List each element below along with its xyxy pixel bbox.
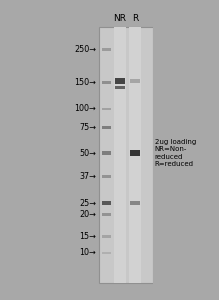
FancyBboxPatch shape	[115, 79, 125, 84]
FancyBboxPatch shape	[102, 126, 111, 129]
Text: 37→: 37→	[79, 172, 96, 181]
FancyBboxPatch shape	[130, 150, 140, 156]
FancyBboxPatch shape	[102, 48, 111, 51]
FancyBboxPatch shape	[102, 235, 111, 238]
Text: 250→: 250→	[74, 45, 96, 54]
Text: 15→: 15→	[79, 232, 96, 241]
Text: 25→: 25→	[79, 199, 96, 208]
FancyBboxPatch shape	[130, 201, 140, 205]
Text: 20→: 20→	[79, 210, 96, 219]
Text: 150→: 150→	[74, 78, 96, 87]
FancyBboxPatch shape	[102, 252, 111, 254]
FancyBboxPatch shape	[102, 151, 111, 155]
FancyBboxPatch shape	[115, 85, 125, 89]
Text: 75→: 75→	[79, 123, 96, 132]
Text: R: R	[132, 14, 138, 23]
Text: 10→: 10→	[80, 248, 96, 257]
FancyBboxPatch shape	[130, 80, 140, 83]
Text: 2ug loading
NR=Non-
reduced
R=reduced: 2ug loading NR=Non- reduced R=reduced	[155, 139, 196, 167]
Text: NR: NR	[113, 14, 127, 23]
FancyBboxPatch shape	[129, 27, 141, 283]
Text: 100→: 100→	[75, 104, 96, 113]
FancyBboxPatch shape	[102, 213, 111, 216]
FancyBboxPatch shape	[102, 175, 111, 178]
FancyBboxPatch shape	[102, 108, 111, 110]
Text: 50→: 50→	[79, 148, 96, 158]
FancyBboxPatch shape	[102, 81, 111, 84]
FancyBboxPatch shape	[99, 27, 153, 283]
FancyBboxPatch shape	[102, 201, 111, 206]
FancyBboxPatch shape	[114, 27, 126, 283]
